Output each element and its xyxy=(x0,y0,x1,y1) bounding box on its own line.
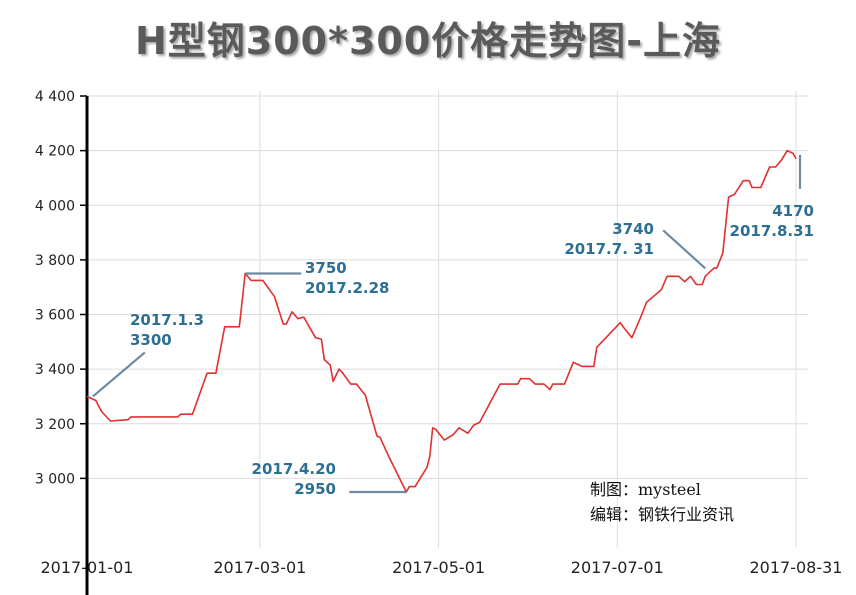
annotation-label: 3750 xyxy=(305,259,347,277)
annotation-label: 4170 xyxy=(772,202,814,220)
credit-editor: 编辑：钢铁行业资讯 xyxy=(590,505,735,524)
annotation-label: 2017.2.28 xyxy=(305,279,389,297)
grid xyxy=(87,91,808,548)
credit-chart-by: 制图：mysteel xyxy=(590,480,701,499)
annotation-label: 2017.7. 31 xyxy=(564,240,654,258)
y-tick-label: 3 000 xyxy=(35,471,75,487)
annotation-leader xyxy=(92,351,146,398)
annotation-label: 2017.1.3 xyxy=(130,311,204,329)
price-line xyxy=(86,149,797,493)
y-tick-label: 4 200 xyxy=(35,144,75,160)
annotation-label: 3300 xyxy=(130,331,172,349)
axes: 3 000 3 200 3 400 3 600 3 800 4 000 4 200 4 400… xyxy=(35,89,843,595)
x-tick-label: 2017-08-31 xyxy=(750,558,843,577)
y-tick-label: 3 800 xyxy=(35,253,75,269)
chart-title: H型钢300*300价格走势图-上海 xyxy=(134,19,722,63)
x-tick-label: 2017-03-01 xyxy=(213,558,306,577)
annotations: 2017.1.3 3300 3750 2017.2.28 2017.4.20 2950 37… xyxy=(92,154,814,498)
annotation-label: 2950 xyxy=(294,480,336,498)
x-tick-label: 2017-05-01 xyxy=(392,558,485,577)
annotation-leader xyxy=(662,229,706,270)
annotation-label: 2017.8.31 xyxy=(730,222,814,240)
annotation-label: 3740 xyxy=(612,220,654,238)
y-tick-label: 4 400 xyxy=(35,89,75,105)
y-tick-label: 3 200 xyxy=(35,417,75,433)
y-tick-label: 3 400 xyxy=(35,362,75,378)
y-tick-label: 4 000 xyxy=(35,198,75,214)
y-tick-label: 3 600 xyxy=(35,308,75,324)
x-tick-label: 2017-07-01 xyxy=(571,558,664,577)
annotation-label: 2017.4.20 xyxy=(252,460,336,478)
